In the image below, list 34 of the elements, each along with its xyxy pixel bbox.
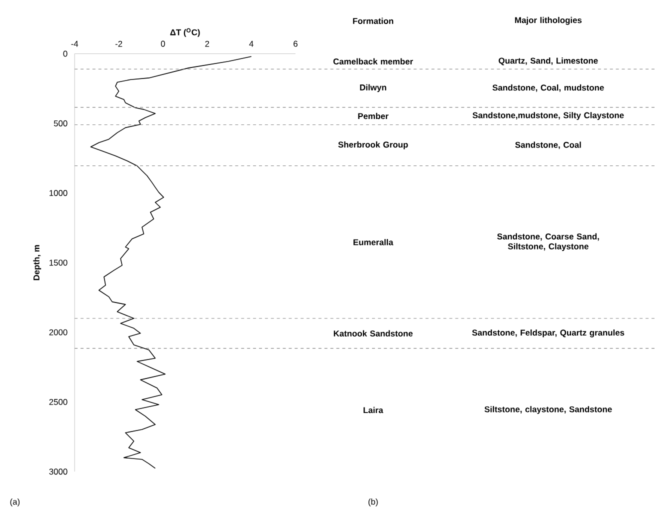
- x-axis-title: ΔT ($^{O}$C): [170, 28, 200, 37]
- y-tick-label: 500: [54, 120, 68, 126]
- text: Sandstone,mudstone, Silty Claystone: [472, 112, 624, 120]
- y-tick-label: 2000: [49, 329, 68, 336]
- text: Quartz, Sand, Limestone: [498, 57, 598, 66]
- y-tick-label: 1500: [50, 260, 68, 266]
- text: Camelback member: [333, 58, 414, 64]
- y-axis-title: Depth, m: [33, 244, 42, 280]
- x-tick-label: 0: [160, 40, 165, 47]
- text: Sandstone, Coal: [515, 141, 581, 149]
- text: Katnook Sandstone: [334, 330, 413, 336]
- y-tick-label: 3000: [49, 468, 68, 474]
- y-tick-label: 1000: [50, 190, 68, 196]
- text: Sherbrook Group: [338, 141, 408, 150]
- text: Eumeralla: [354, 238, 394, 246]
- text: (b): [368, 498, 378, 506]
- x-tick-label: 2: [205, 40, 210, 47]
- x-tick-label: 4: [249, 40, 254, 47]
- text: Laira: [364, 406, 384, 413]
- text: Formation: [353, 18, 394, 24]
- text: Sandstone, Coal, mudstone: [492, 84, 604, 92]
- line-series: [90, 56, 252, 468]
- text: Dilwyn: [360, 84, 386, 92]
- x-tick-label: -4: [71, 40, 78, 47]
- x-tick-label: -2: [115, 40, 122, 47]
- y-tick-label: 2500: [49, 398, 68, 405]
- text: (a): [10, 498, 20, 506]
- text: Major lithologies: [515, 16, 582, 25]
- text: Sandstone, Feldspar, Quartz granules: [472, 329, 624, 338]
- y-tick-label: 0: [63, 50, 68, 57]
- x-tick-label: 6: [294, 40, 298, 47]
- text: Sandstone, Coarse Sand, Siltstone, Claystone: [497, 233, 599, 251]
- text: Pember: [358, 112, 388, 119]
- text: Siltstone, claystone, Sandstone: [484, 406, 612, 414]
